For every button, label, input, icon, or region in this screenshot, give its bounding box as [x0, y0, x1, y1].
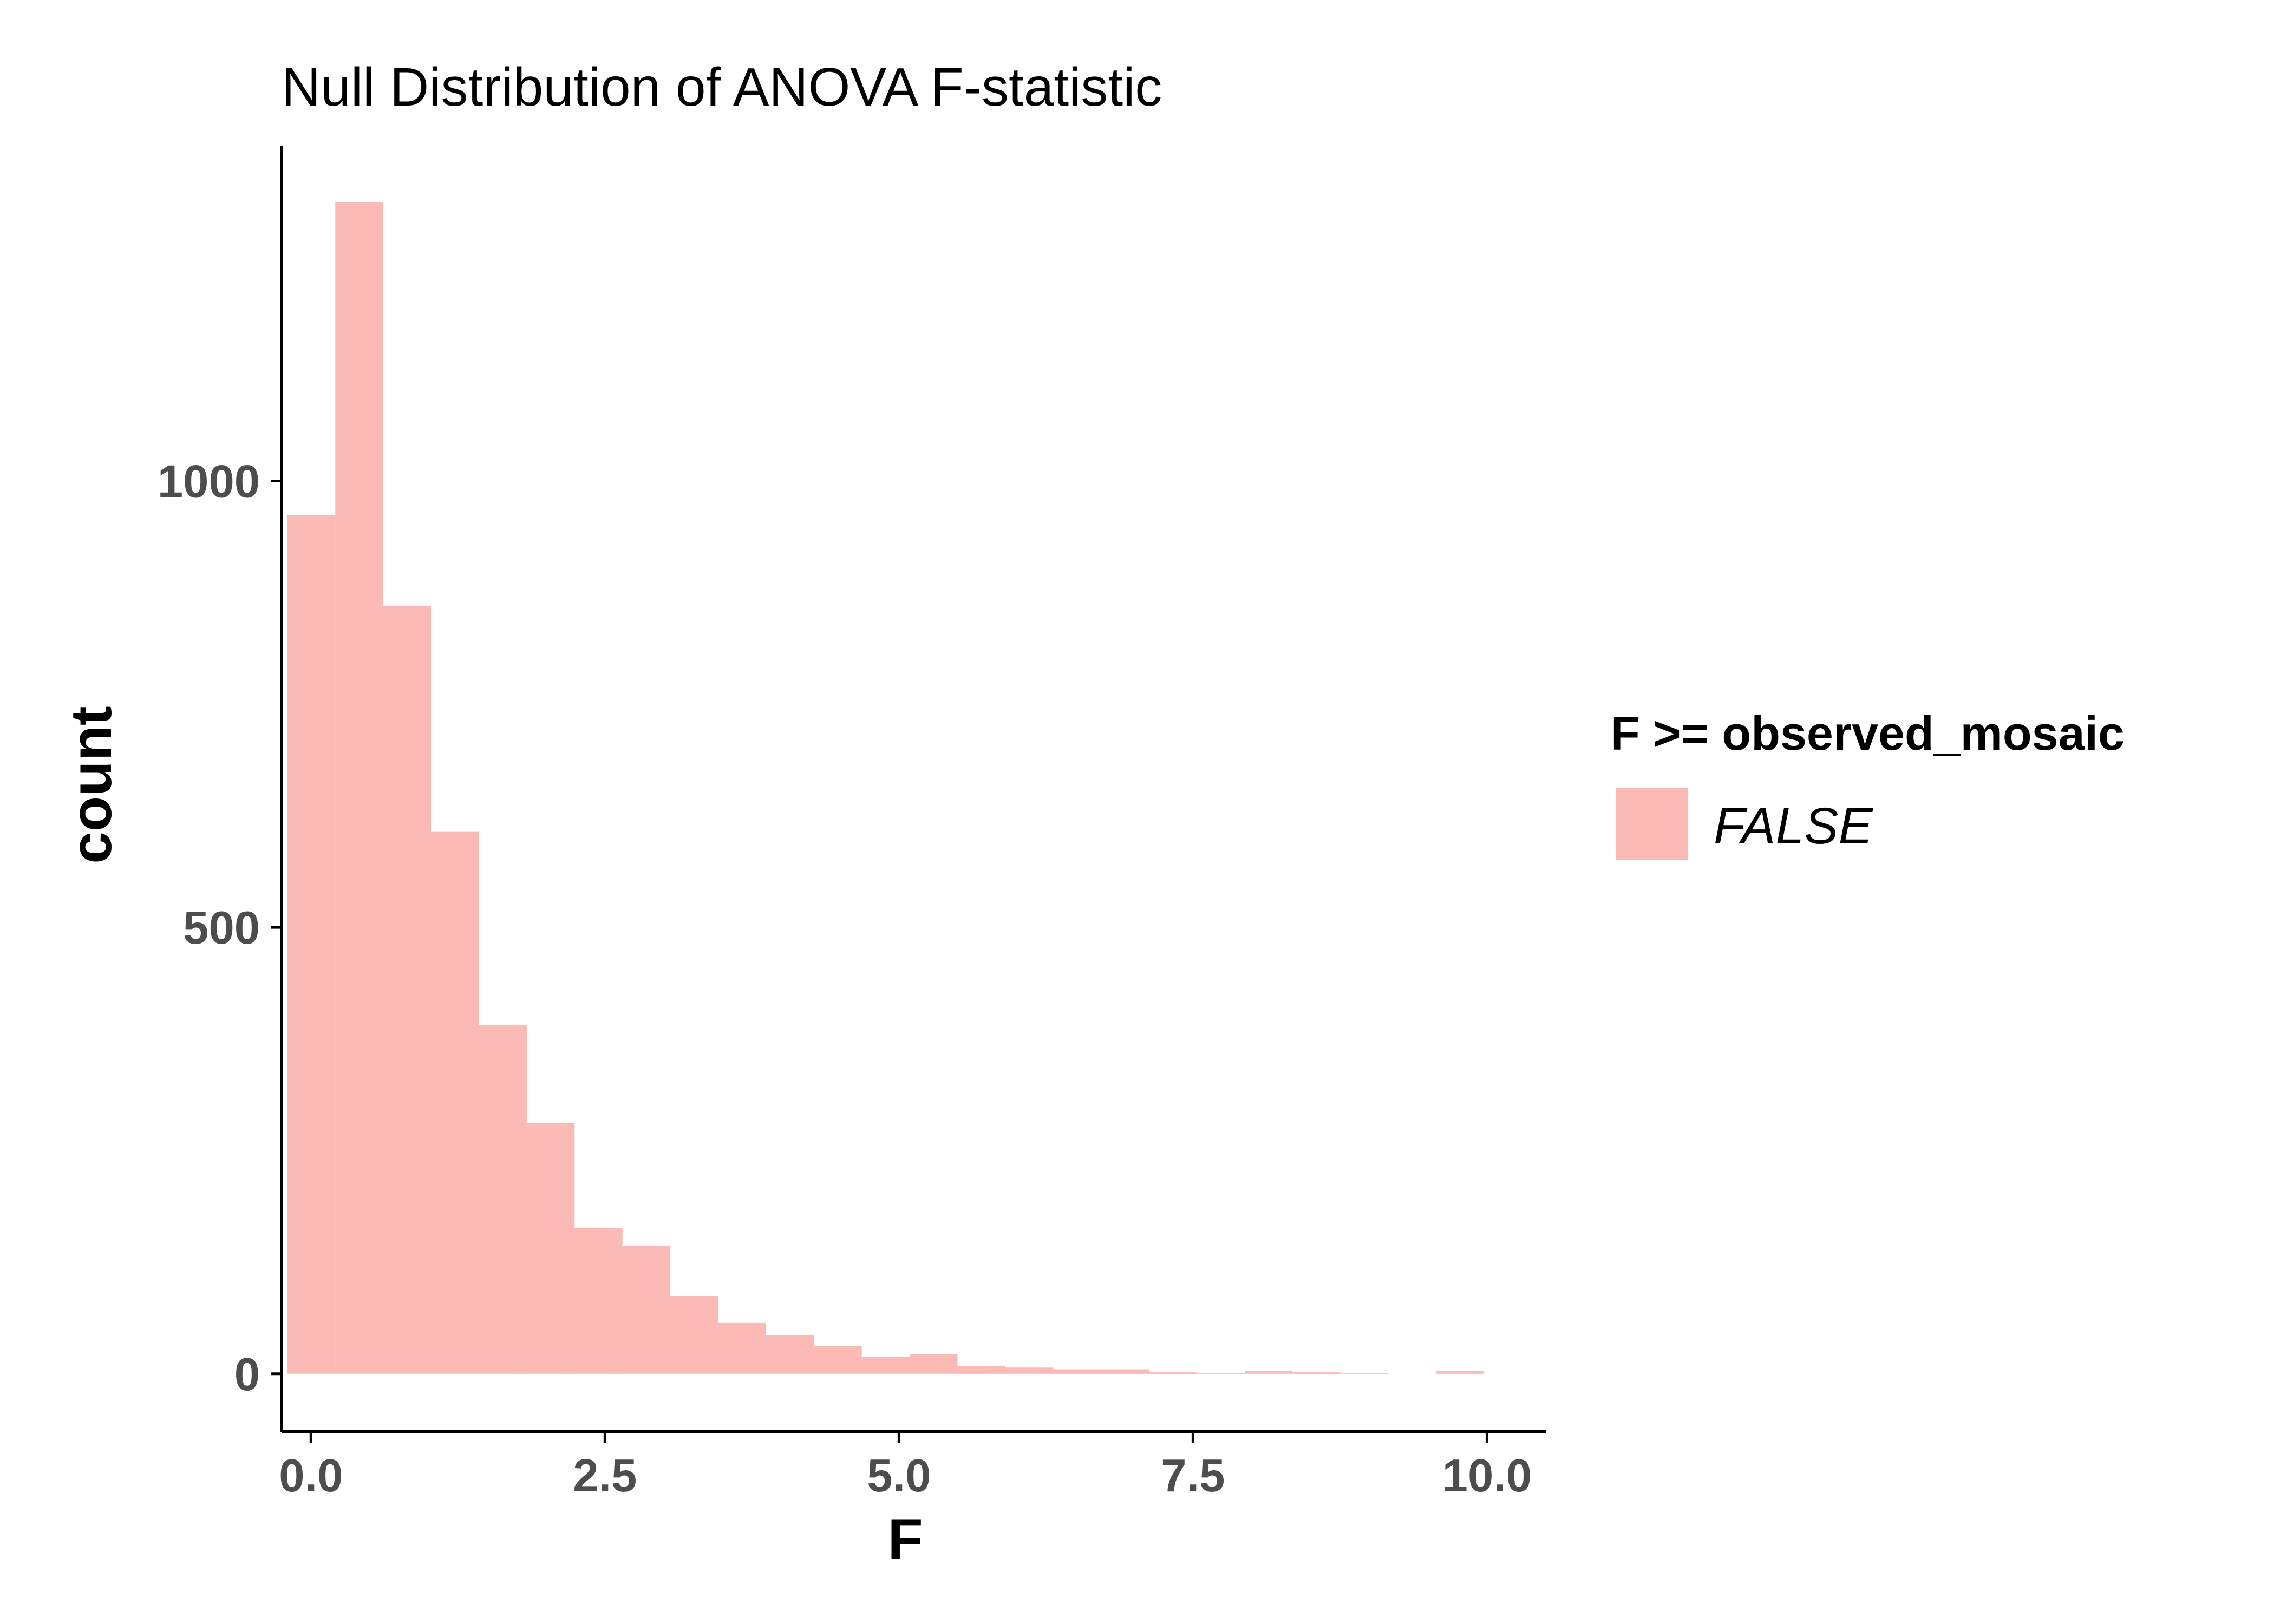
y-axis-ticks: 0 500 1000	[158, 456, 282, 1400]
x-tick-label: 7.5	[1161, 1450, 1225, 1502]
histogram-bar	[1101, 1369, 1149, 1374]
histogram-bar	[1005, 1367, 1054, 1374]
legend: F >= observed_mosaic FALSE	[1611, 706, 2125, 860]
histogram-bar	[622, 1246, 671, 1374]
histogram-bar	[431, 831, 479, 1374]
histogram-bar	[1053, 1369, 1101, 1374]
histogram-bar	[1149, 1372, 1197, 1374]
y-tick-label: 0	[234, 1349, 260, 1400]
y-axis-title: count	[58, 706, 123, 863]
histogram-bars	[287, 202, 1484, 1374]
histogram-bar	[957, 1365, 1005, 1374]
histogram-bar	[479, 1024, 527, 1374]
x-tick-label: 2.5	[573, 1450, 637, 1502]
y-tick-label: 1000	[158, 456, 260, 507]
histogram-bar	[814, 1346, 862, 1374]
histogram-bar	[526, 1123, 575, 1374]
x-axis-title: F	[887, 1507, 923, 1571]
histogram-bar	[718, 1322, 766, 1374]
x-axis-ticks: 0.0 2.5 5.0 7.5 10.0	[279, 1432, 1532, 1502]
x-tick-label: 5.0	[867, 1450, 931, 1502]
histogram-bar	[766, 1335, 814, 1374]
histogram-bar	[861, 1357, 910, 1374]
legend-key-false	[1616, 788, 1688, 860]
histogram-bar	[910, 1354, 958, 1374]
legend-label-false: FALSE	[1714, 797, 1874, 855]
histogram-bar	[1340, 1373, 1389, 1374]
histogram-bar	[1436, 1371, 1484, 1374]
x-tick-label: 10.0	[1442, 1450, 1532, 1502]
chart-title: Null Distribution of ANOVA F-statistic	[282, 57, 1162, 117]
histogram-bar	[1197, 1373, 1245, 1374]
histogram-bar	[335, 202, 383, 1374]
legend-title: F >= observed_mosaic	[1611, 706, 2125, 760]
histogram-bar	[670, 1296, 718, 1374]
histogram-bar	[1244, 1371, 1293, 1374]
y-tick-label: 500	[183, 902, 260, 954]
x-tick-label: 0.0	[279, 1450, 343, 1502]
histogram-bar	[1292, 1372, 1341, 1374]
histogram-bar	[574, 1228, 623, 1374]
histogram-bar	[287, 515, 336, 1374]
histogram-bar	[383, 606, 432, 1374]
